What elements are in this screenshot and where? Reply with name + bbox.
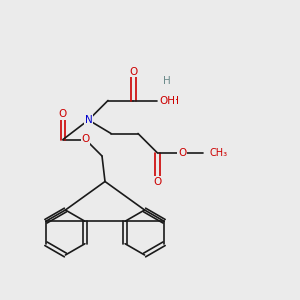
Text: O: O [81,134,90,145]
Text: O: O [153,177,162,187]
Text: CH₃: CH₃ [210,148,228,158]
Text: OH: OH [159,95,175,106]
Text: O: O [59,109,67,119]
Text: OH: OH [164,95,179,106]
Text: H: H [164,76,171,86]
Text: N: N [85,115,92,125]
Text: O: O [178,148,186,158]
Text: O: O [129,67,138,77]
